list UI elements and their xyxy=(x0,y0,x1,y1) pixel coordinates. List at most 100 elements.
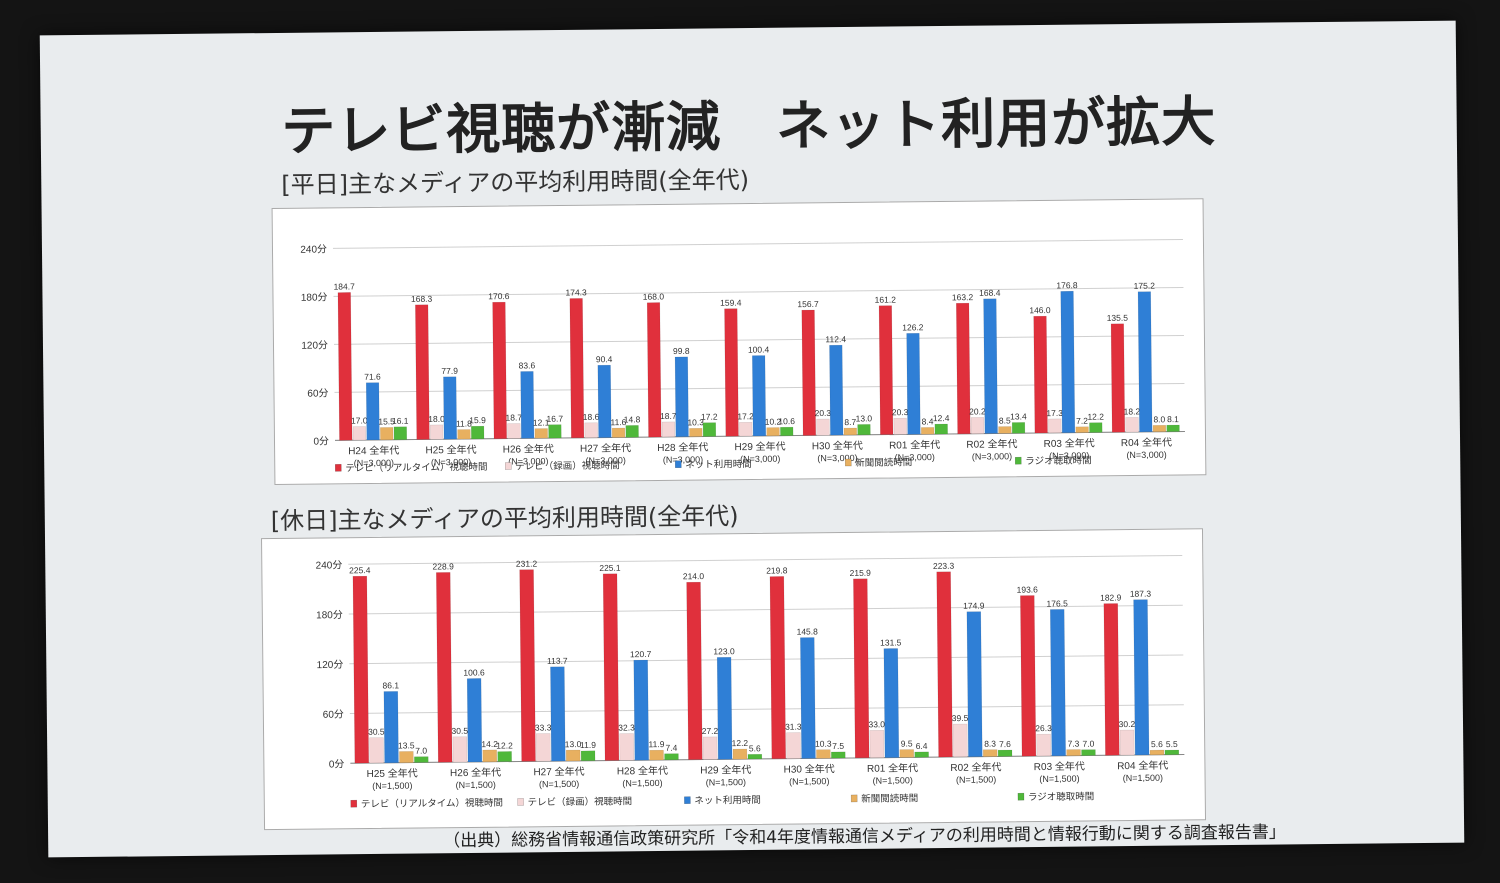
data-label: 175.2 xyxy=(1134,281,1156,291)
data-label: 13.5 xyxy=(398,740,415,750)
bar-internet xyxy=(906,333,921,435)
data-label: 12.2 xyxy=(496,740,513,750)
bar-radio xyxy=(625,425,639,438)
legend-swatch-radio xyxy=(1017,792,1025,801)
x-tick-label: H29 全年代 xyxy=(734,440,785,454)
data-label: 159.4 xyxy=(720,298,742,308)
data-label: 219.8 xyxy=(766,565,788,575)
data-label: 223.3 xyxy=(933,561,955,571)
x-tick-label: R04 全年代 xyxy=(1117,759,1168,773)
bar-radio xyxy=(934,423,948,435)
legend-swatch-internet xyxy=(674,460,682,469)
bar-internet xyxy=(800,637,816,759)
data-label: 113.7 xyxy=(547,656,568,666)
data-label: 83.6 xyxy=(519,360,536,370)
data-label: 18.7 xyxy=(660,411,677,421)
bar-internet xyxy=(633,659,649,761)
data-label: 5.6 xyxy=(1151,739,1163,749)
bar-tv_recorded xyxy=(893,417,907,435)
bar-newspaper xyxy=(998,426,1012,434)
data-label: 11.9 xyxy=(648,739,664,749)
legend-label: ネット利用時間 xyxy=(685,458,752,471)
data-label: 17.0 xyxy=(351,415,368,425)
bar-tv_realtime xyxy=(492,301,507,439)
bar-tv_realtime xyxy=(415,304,430,440)
x-tick-sublabel: (N=3,000) xyxy=(817,453,857,463)
bar-tv_realtime xyxy=(436,572,453,763)
data-label: 30.2 xyxy=(1119,719,1136,729)
bar-newspaper xyxy=(457,429,471,440)
data-label: 15.9 xyxy=(469,415,486,425)
data-label: 214.0 xyxy=(683,571,705,581)
bar-radio xyxy=(1166,424,1180,432)
data-label: 33.0 xyxy=(868,719,885,729)
data-label: 20.3 xyxy=(892,407,909,417)
data-label: 20.2 xyxy=(969,406,986,416)
data-label: 30.5 xyxy=(368,727,385,737)
bar-tv_realtime xyxy=(519,569,536,762)
bar-tv_realtime xyxy=(769,576,786,760)
bar-radio xyxy=(1089,422,1103,433)
data-label: 8.5 xyxy=(999,415,1011,425)
holiday-chart-title: [休日]主なメディアの平均利用時間(全年代) xyxy=(270,502,739,536)
data-label: 86.1 xyxy=(382,680,399,690)
x-tick-label: R01 全年代 xyxy=(867,761,918,775)
data-label: 182.9 xyxy=(1100,592,1122,602)
bar-tv_recorded xyxy=(1036,733,1052,757)
y-tick-label: 0分 xyxy=(329,758,345,770)
bar-radio xyxy=(831,751,846,759)
data-label: 13.4 xyxy=(1010,411,1027,421)
bar-tv_realtime xyxy=(936,571,953,758)
legend-swatch-newspaper xyxy=(850,794,858,803)
data-label: 7.0 xyxy=(1082,739,1094,749)
data-label: 100.6 xyxy=(463,667,485,677)
bar-tv_realtime xyxy=(956,302,971,435)
data-label: 39.5 xyxy=(952,713,969,723)
data-label: 8.1 xyxy=(1167,414,1179,424)
bar-radio xyxy=(1081,749,1096,756)
x-tick-sublabel: (N=1,500) xyxy=(872,775,912,785)
bar-tv_recorded xyxy=(786,732,801,759)
bar-internet xyxy=(1060,290,1076,434)
bar-radio xyxy=(997,749,1013,757)
y-tick-label: 240分 xyxy=(316,559,343,571)
data-label: 26.3 xyxy=(1035,723,1052,733)
data-label: 33.3 xyxy=(535,723,552,733)
bar-radio xyxy=(497,751,512,762)
bar-tv_recorded xyxy=(970,417,985,434)
y-tick-label: 240分 xyxy=(300,243,327,255)
bar-newspaper xyxy=(1075,426,1089,433)
x-tick-sublabel: (N=1,500) xyxy=(456,780,496,790)
data-label: 99.8 xyxy=(673,346,690,356)
slide-title: テレビ視聴が漸減 ネット利用が拡大 xyxy=(280,90,1217,163)
legend-swatch-radio xyxy=(1014,456,1022,465)
data-label: 100.4 xyxy=(748,344,770,354)
data-label: 8.0 xyxy=(1153,414,1165,424)
bar-tv_realtime xyxy=(1033,315,1048,434)
y-tick-label: 60分 xyxy=(307,387,328,399)
x-tick-sublabel: (N=3,000) xyxy=(895,452,935,462)
x-tick-sublabel: (N=3,000) xyxy=(431,457,471,467)
gridline xyxy=(349,704,1184,714)
bar-internet xyxy=(1133,599,1150,756)
data-label: 12.4 xyxy=(933,413,950,423)
legend-label: テレビ（録画）視聴時間 xyxy=(528,795,633,808)
bar-radio xyxy=(393,426,408,441)
bar-newspaper xyxy=(380,427,394,441)
bar-internet xyxy=(752,355,767,437)
weekday-chart: 0分 60分 120分 180分 240分 184.7 17.0 71.6 15.5 16.1 H2… xyxy=(271,198,1207,486)
bar-internet xyxy=(520,371,535,439)
legend-label: ネット利用時間 xyxy=(694,794,761,807)
bar-tv_realtime xyxy=(569,298,585,439)
legend-label: テレビ（録画）視聴時間 xyxy=(515,459,620,472)
bar-newspaper xyxy=(899,749,915,758)
data-label: 225.1 xyxy=(599,563,621,573)
y-tick-label: 120分 xyxy=(317,659,344,671)
data-label: 7.5 xyxy=(832,741,844,751)
x-tick-sublabel: (N=3,000) xyxy=(972,451,1012,461)
x-tick-label: H27 全年代 xyxy=(533,765,584,779)
bar-tv_realtime xyxy=(724,308,739,437)
gridline xyxy=(348,555,1183,565)
bar-tv_recorded xyxy=(352,426,367,441)
data-label: 30.5 xyxy=(451,726,468,736)
